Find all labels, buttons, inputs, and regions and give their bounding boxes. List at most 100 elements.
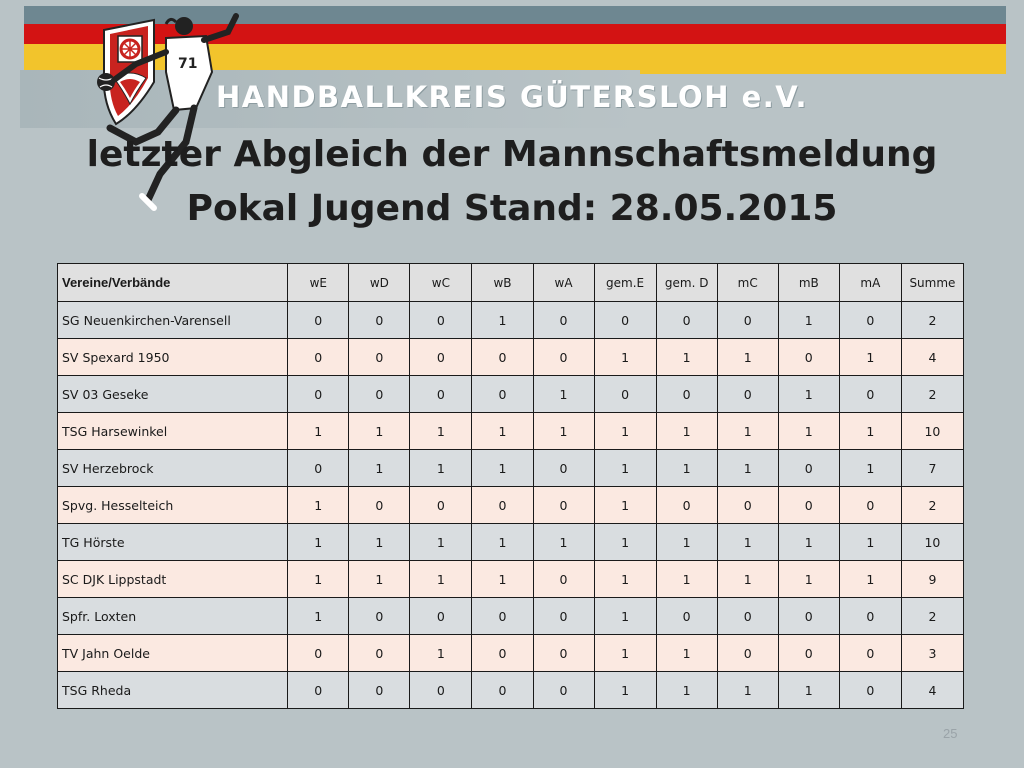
gray-stripe [24,6,1006,24]
count-cell: 0 [287,634,350,672]
count-cell: 1 [716,560,779,598]
count-cell: 4 [900,671,965,709]
count-cell: 0 [348,301,411,339]
red-stripe [24,24,1006,44]
count-cell: 1 [471,523,534,561]
count-cell: 0 [716,486,779,524]
count-cell: 7 [900,449,965,487]
count-cell: 1 [777,671,840,709]
count-cell: 0 [655,597,718,635]
count-cell: 0 [471,597,534,635]
club-name-cell: SV Herzebrock [56,449,289,487]
count-cell: 0 [532,449,595,487]
count-cell: 1 [777,412,840,450]
count-cell: 0 [471,671,534,709]
count-cell: 0 [532,486,595,524]
count-cell: 1 [838,412,902,450]
count-cell: 0 [716,301,779,339]
count-cell: 1 [593,486,657,524]
count-cell: 1 [471,412,534,450]
count-cell: 3 [900,634,965,672]
count-cell: 0 [348,375,411,413]
count-cell: 1 [716,671,779,709]
page-title-line-2: Pokal Jugend Stand: 28.05.2015 [186,188,838,229]
table-row: SV Herzebrock 0 1 1 1 0 1 1 1 0 1 7 [56,449,965,487]
count-cell: 9 [900,560,965,598]
table-row: SG Neuenkirchen-Varensell 0 0 0 1 0 0 0 0 1 0 2 [56,301,965,339]
column-header: mA [838,263,902,302]
count-cell: 0 [287,671,350,709]
count-cell: 1 [471,560,534,598]
count-cell: 0 [348,634,411,672]
count-cell: 1 [348,560,411,598]
count-cell: 10 [900,523,965,561]
count-cell: 1 [777,375,840,413]
count-cell: 2 [900,486,965,524]
count-cell: 1 [838,449,902,487]
table-row: Spfr. Loxten 1 0 0 0 0 1 0 0 0 0 2 [56,597,965,635]
table-row: Spvg. Hesselteich 1 0 0 0 0 1 0 0 0 0 2 [56,486,965,524]
count-cell: 0 [409,486,473,524]
club-name-cell: SV Spexard 1950 [56,338,289,376]
count-cell: 1 [287,486,350,524]
count-cell: 0 [348,671,411,709]
count-cell: 0 [287,338,350,376]
count-cell: 0 [655,301,718,339]
page-title-line-1: letzter Abgleich der Mannschaftsmeldung [86,134,938,175]
count-cell: 0 [287,375,350,413]
count-cell: 1 [655,560,718,598]
svg-text:71: 71 [178,56,197,72]
column-header: mB [777,263,840,302]
count-cell: 1 [716,449,779,487]
count-cell: 1 [409,449,473,487]
count-cell: 1 [838,523,902,561]
count-cell: 0 [532,560,595,598]
count-cell: 1 [593,338,657,376]
count-cell: 1 [287,523,350,561]
count-cell: 0 [838,486,902,524]
count-cell: 1 [287,412,350,450]
count-cell: 1 [593,523,657,561]
count-cell: 0 [716,634,779,672]
count-cell: 1 [593,671,657,709]
column-header: wE [287,263,350,302]
count-cell: 1 [532,523,595,561]
count-cell: 0 [838,671,902,709]
club-name-cell: Spfr. Loxten [56,597,289,635]
count-cell: 0 [409,375,473,413]
count-cell: 0 [777,597,840,635]
count-cell: 1 [409,560,473,598]
count-cell: 0 [532,671,595,709]
count-cell: 1 [777,301,840,339]
count-cell: 0 [532,597,595,635]
count-cell: 0 [716,597,779,635]
count-cell: 1 [593,560,657,598]
count-cell: 1 [532,375,595,413]
count-cell: 1 [777,523,840,561]
count-cell: 0 [409,597,473,635]
page-number: 25 [943,726,958,741]
count-cell: 1 [777,560,840,598]
table-row: TV Jahn Oelde 0 0 1 0 0 1 1 0 0 0 3 [56,634,965,672]
count-cell: 1 [655,338,718,376]
count-cell: 1 [348,449,411,487]
column-header: mC [716,263,779,302]
count-cell: 1 [716,523,779,561]
count-cell: 1 [287,597,350,635]
column-header: wB [471,263,534,302]
count-cell: 0 [471,375,534,413]
column-header: Summe [900,263,965,302]
count-cell: 1 [471,301,534,339]
club-name-cell: TV Jahn Oelde [56,634,289,672]
count-cell: 1 [287,560,350,598]
count-cell: 0 [409,301,473,339]
count-cell: 1 [838,338,902,376]
count-cell: 1 [593,449,657,487]
count-cell: 0 [348,338,411,376]
count-cell: 1 [593,634,657,672]
count-cell: 0 [409,671,473,709]
count-cell: 1 [655,671,718,709]
count-cell: 0 [777,449,840,487]
handball-player-logo-icon: 71 [97,13,239,211]
